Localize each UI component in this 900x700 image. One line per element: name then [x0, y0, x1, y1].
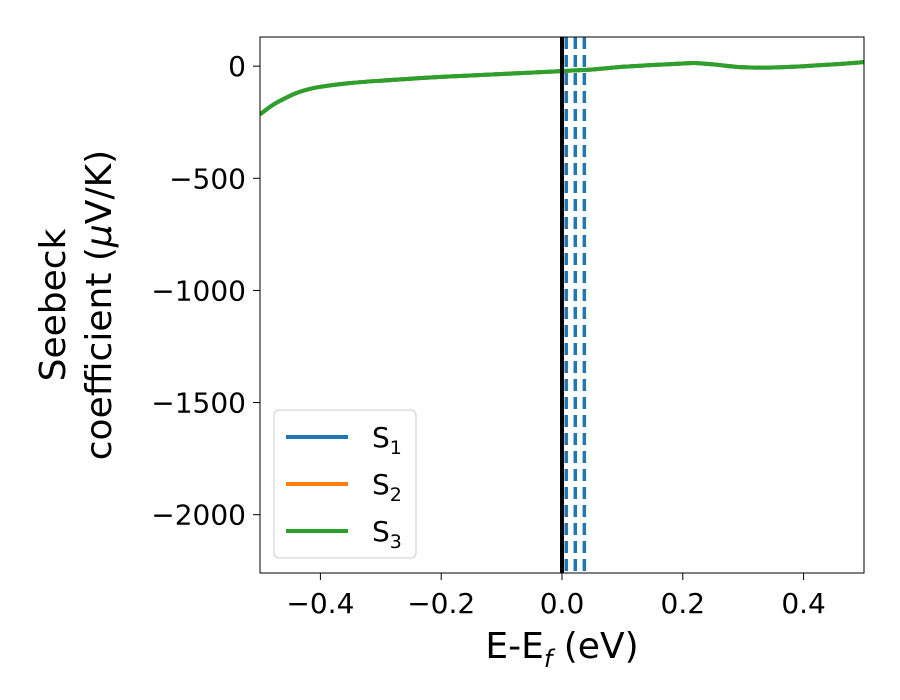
y-axis-title: Seebeck coefficient (μV/K) — [33, 150, 120, 460]
y-tick-label: −2000 — [151, 499, 246, 532]
legend-label-s1: S1 — [372, 421, 402, 459]
legend-label-s3: S3 — [372, 515, 402, 553]
x-tick-label: 0.4 — [781, 587, 826, 620]
reference-lines — [560, 37, 587, 573]
x-axis-title: E-Ef (eV) — [485, 626, 638, 673]
legend-label-s2: S2 — [372, 468, 402, 506]
y-tick-label: −1500 — [151, 387, 246, 420]
y-axis-title-line1: Seebeck — [33, 228, 74, 381]
x-axis-ticks: −0.4 −0.2 0.0 0.2 0.4 — [286, 573, 826, 620]
series-line-s3 — [260, 60, 864, 116]
y-tick-label: −1000 — [151, 274, 246, 307]
x-tick-label: 0.2 — [661, 587, 706, 620]
x-tick-label: −0.4 — [286, 587, 354, 620]
x-tick-label: −0.2 — [407, 587, 475, 620]
series-layer — [260, 60, 864, 116]
y-tick-label: −500 — [169, 162, 246, 195]
y-axis-title-line2: coefficient (μV/K) — [79, 150, 120, 460]
x-tick-label: 0.0 — [540, 587, 585, 620]
legend: S1 S2 S3 — [273, 409, 417, 559]
y-axis-ticks: 0 −500 −1000 −1500 −2000 — [151, 50, 260, 532]
y-tick-label: 0 — [228, 50, 246, 83]
